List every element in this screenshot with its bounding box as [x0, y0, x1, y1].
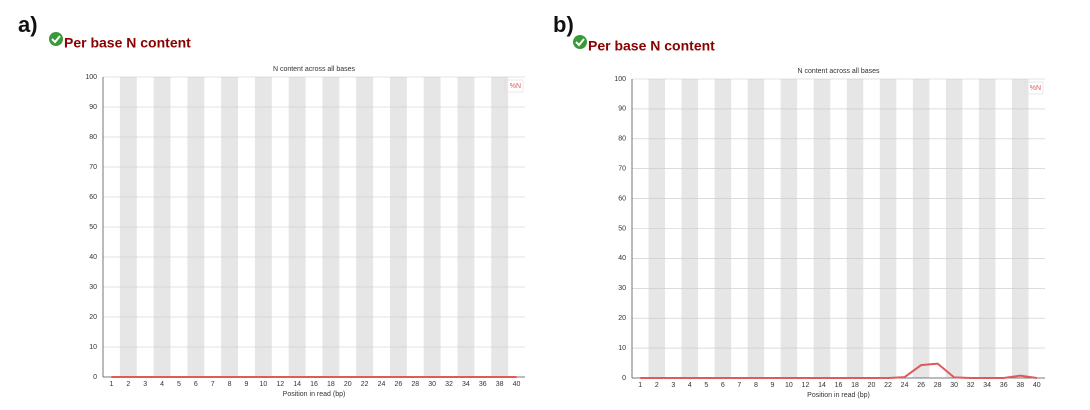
x-tick-label: 38 [1016, 382, 1024, 389]
x-tick-label: 32 [445, 381, 453, 388]
legend-box [1024, 81, 1044, 95]
x-tick-label: 24 [378, 381, 386, 388]
y-tick-label: 80 [618, 136, 626, 143]
x-tick-label: 5 [177, 381, 181, 388]
y-tick-label: 50 [89, 224, 97, 231]
y-tick-label: 60 [89, 194, 97, 201]
x-tick-label: 20 [344, 381, 352, 388]
x-tick-label: 22 [884, 382, 892, 389]
panel-label: b) [553, 12, 574, 37]
chart-title: N content across all bases [273, 66, 356, 73]
x-tick-label: 18 [327, 381, 335, 388]
x-tick-label: 12 [802, 382, 810, 389]
x-tick-label: 6 [721, 382, 725, 389]
y-tick-label: 20 [618, 315, 626, 322]
y-tick-label: 80 [89, 134, 97, 141]
heading: Per base N content [588, 38, 715, 54]
y-tick-label: 30 [89, 284, 97, 291]
x-tick-label: 2 [655, 382, 659, 389]
x-tick-label: 40 [513, 381, 521, 388]
x-tick-label: 7 [211, 381, 215, 388]
legend-label: %N [1030, 85, 1041, 92]
y-tick-label: 70 [618, 166, 626, 173]
x-tick-label: 16 [310, 381, 318, 388]
y-tick-label: 90 [89, 104, 97, 111]
x-axis-label: Position in read (bp) [283, 391, 346, 398]
x-tick-label: 22 [361, 381, 369, 388]
x-tick-label: 10 [785, 382, 793, 389]
y-tick-label: 60 [618, 195, 626, 202]
x-tick-label: 9 [245, 381, 249, 388]
x-tick-label: 14 [293, 381, 301, 388]
x-tick-label: 36 [1000, 382, 1008, 389]
y-tick-label: 0 [622, 375, 626, 382]
x-tick-label: 34 [983, 382, 991, 389]
check-mark [575, 38, 585, 47]
chart-title: N content across all bases [797, 68, 880, 75]
y-tick-label: 30 [618, 285, 626, 292]
x-tick-label: 34 [462, 381, 470, 388]
y-tick-label: 90 [618, 106, 626, 113]
check-icon [49, 32, 63, 46]
x-tick-label: 9 [770, 382, 774, 389]
x-tick-label: 28 [934, 382, 942, 389]
x-tick-label: 12 [276, 381, 284, 388]
x-tick-label: 3 [143, 381, 147, 388]
x-tick-label: 4 [688, 382, 692, 389]
x-axis-label: Position in read (bp) [807, 392, 870, 399]
x-tick-label: 40 [1033, 382, 1041, 389]
x-tick-label: 4 [160, 381, 164, 388]
legend-box [504, 79, 524, 93]
x-tick-label: 32 [967, 382, 975, 389]
panel-label: a) [18, 12, 38, 37]
x-tick-label: 1 [109, 381, 113, 388]
x-tick-label: 10 [259, 381, 267, 388]
y-tick-label: 10 [618, 345, 626, 352]
x-tick-label: 14 [818, 382, 826, 389]
x-tick-label: 30 [428, 381, 436, 388]
x-tick-label: 24 [901, 382, 909, 389]
x-tick-label: 20 [868, 382, 876, 389]
heading: Per base N content [64, 35, 191, 51]
y-tick-label: 70 [89, 164, 97, 171]
x-tick-label: 8 [228, 381, 232, 388]
x-tick-label: 7 [737, 382, 741, 389]
x-tick-label: 8 [754, 382, 758, 389]
y-tick-label: 100 [614, 76, 626, 83]
y-tick-label: 0 [93, 374, 97, 381]
check-icon [573, 35, 587, 49]
y-tick-label: 40 [89, 254, 97, 261]
x-tick-label: 38 [496, 381, 504, 388]
y-tick-label: 40 [618, 255, 626, 262]
x-tick-label: 3 [671, 382, 675, 389]
y-tick-label: 20 [89, 314, 97, 321]
x-tick-label: 36 [479, 381, 487, 388]
x-tick-label: 5 [704, 382, 708, 389]
x-tick-label: 26 [395, 381, 403, 388]
x-tick-label: 16 [835, 382, 843, 389]
series-line [640, 362, 1037, 379]
x-tick-label: 26 [917, 382, 925, 389]
x-tick-label: 18 [851, 382, 859, 389]
x-tick-label: 28 [411, 381, 419, 388]
x-tick-label: 6 [194, 381, 198, 388]
y-tick-label: 100 [85, 74, 97, 81]
x-tick-label: 1 [638, 382, 642, 389]
y-tick-label: 10 [89, 344, 97, 351]
check-mark [51, 35, 61, 44]
legend-label: %N [510, 83, 521, 90]
x-tick-label: 30 [950, 382, 958, 389]
y-tick-label: 50 [618, 225, 626, 232]
x-tick-label: 2 [126, 381, 130, 388]
